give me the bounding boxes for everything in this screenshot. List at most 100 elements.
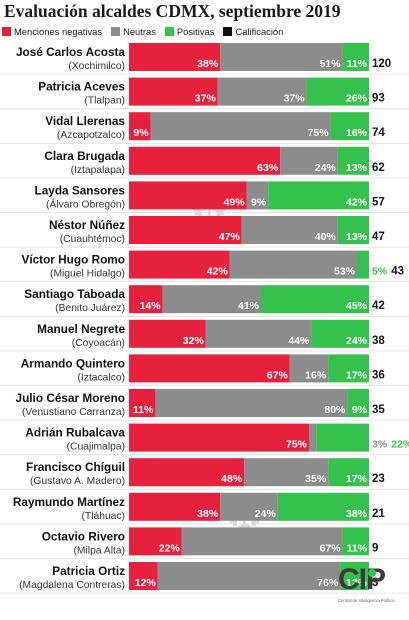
row-name: Clara Brugada	[44, 149, 125, 163]
bar-positive	[337, 216, 369, 244]
row-name: Manuel Negrete	[37, 322, 125, 336]
bar-neutral	[309, 423, 317, 452]
score-label: 21	[372, 508, 385, 520]
row-name: Raymundo Martínez	[13, 495, 125, 509]
bar-neutral	[181, 527, 343, 556]
data-label-neutral: 9%	[251, 196, 267, 208]
data-label-positive: 24%	[346, 335, 368, 347]
bar-negative	[129, 458, 245, 487]
score-label: 23	[372, 473, 385, 485]
bar-positive	[340, 562, 369, 590]
legend-item: Neutras	[111, 26, 156, 37]
score-label: 120	[372, 58, 391, 70]
bar-neutral	[289, 354, 329, 383]
row-name: José Carlos Acosta	[16, 45, 125, 59]
row-borough: (Cuauhtémoc)	[60, 234, 125, 245]
row-borough: (Magdalena Contreras)	[19, 580, 125, 591]
data-label-positive: 9%	[352, 404, 368, 416]
row-borough: (Tláhuac)	[82, 511, 126, 522]
bar-negative	[129, 562, 158, 590]
legend-swatch	[164, 26, 174, 36]
logo-dot	[368, 569, 376, 577]
row-name: Néstor Núñez	[49, 218, 125, 232]
bar-positive	[342, 43, 369, 71]
data-label-negative: 11%	[133, 404, 154, 416]
bar-neutral	[217, 77, 307, 106]
bar-neutral	[150, 112, 331, 141]
legend-label: Menciones negativas	[14, 25, 103, 37]
data-label-negative: 37%	[195, 93, 217, 105]
data-label-negative: 63%	[257, 162, 279, 174]
bar-neutral	[244, 458, 329, 487]
data-label-negative: 38%	[197, 508, 219, 520]
data-label-positive: 26%	[346, 93, 368, 105]
score-label: 38	[372, 335, 385, 347]
data-label-negative: 14%	[140, 300, 162, 312]
bar-positive	[316, 423, 369, 452]
bar-positive	[357, 250, 369, 279]
bar-positive	[311, 319, 369, 348]
legend-item: Positivas	[164, 25, 215, 37]
bar-neutral	[220, 43, 343, 71]
row-name: Santiago Taboada	[24, 287, 125, 301]
bar-positive	[328, 354, 369, 383]
data-label-positive: 12%	[346, 577, 368, 589]
score-label: 62	[372, 162, 385, 174]
legend-swatch	[223, 26, 233, 36]
bar-negative	[129, 77, 218, 106]
bar-negative	[129, 285, 163, 314]
data-label-negative: 42%	[207, 266, 229, 278]
bar-negative	[129, 492, 221, 521]
score-label: 35	[372, 404, 385, 416]
row-borough: (Milpa Alta)	[74, 545, 126, 556]
bar-negative	[129, 216, 242, 244]
row-name: Layda Sansores	[35, 183, 126, 197]
data-label-neutral: 76%	[317, 577, 339, 589]
score-label: 74	[372, 127, 385, 139]
data-label-negative: 9%	[133, 127, 149, 139]
row-borough: (Coyoacán)	[72, 338, 125, 349]
data-label-negative: 49%	[224, 196, 246, 208]
row-borough: (Cuajimalpa)	[67, 442, 125, 453]
row-name: Patricia Aceves	[38, 80, 125, 94]
row-borough: (Tlalpan)	[84, 96, 125, 107]
row-borough: (Benito Juárez)	[55, 303, 125, 314]
data-label-positive: 13%	[346, 231, 368, 243]
data-label-negative: 48%	[221, 473, 243, 485]
data-label-positive: 45%	[346, 300, 368, 312]
bar-positive	[337, 146, 369, 175]
bar-neutral	[155, 389, 348, 417]
row-borough: (Álvaro Obregón)	[46, 197, 125, 210]
data-label-positive: 42%	[346, 196, 368, 208]
legend-swatch	[111, 26, 121, 36]
score-label: 9	[372, 542, 378, 554]
data-label-negative: 32%	[183, 335, 205, 347]
bar-negative	[129, 181, 247, 210]
legend-label: Positivas	[176, 25, 215, 37]
data-label-positive: 13%	[346, 162, 368, 174]
data-label-neutral: 40%	[315, 231, 337, 243]
data-label-neutral: 44%	[288, 335, 310, 347]
logo-mark: CIP	[338, 563, 386, 596]
data-label-neutral: 35%	[305, 473, 327, 485]
score-label: 36	[372, 369, 385, 381]
data-label-neutral: 16%	[305, 369, 327, 381]
data-label-negative: 38%	[197, 58, 219, 70]
legend-label: Neutras	[123, 25, 156, 37]
row-name: Adrián Rubalcava	[25, 426, 125, 440]
bar-positive	[306, 77, 369, 106]
score-label: 42	[372, 300, 385, 312]
bar-positive	[328, 458, 369, 487]
data-label-positive: 22%	[391, 439, 409, 451]
bar-neutral	[229, 250, 357, 279]
bar-negative	[129, 527, 182, 556]
bar-negative	[129, 319, 206, 348]
score-label: 47	[372, 231, 385, 243]
bar-positive	[277, 492, 369, 521]
bar-positive	[261, 285, 369, 314]
data-label-negative: 47%	[219, 231, 241, 243]
data-label-positive: 17%	[346, 369, 368, 381]
legend: Menciones negativas Neutras Positivas Calif…	[2, 24, 292, 38]
bar-positive	[347, 389, 369, 417]
row-borough: (Xochimilco)	[68, 61, 125, 72]
